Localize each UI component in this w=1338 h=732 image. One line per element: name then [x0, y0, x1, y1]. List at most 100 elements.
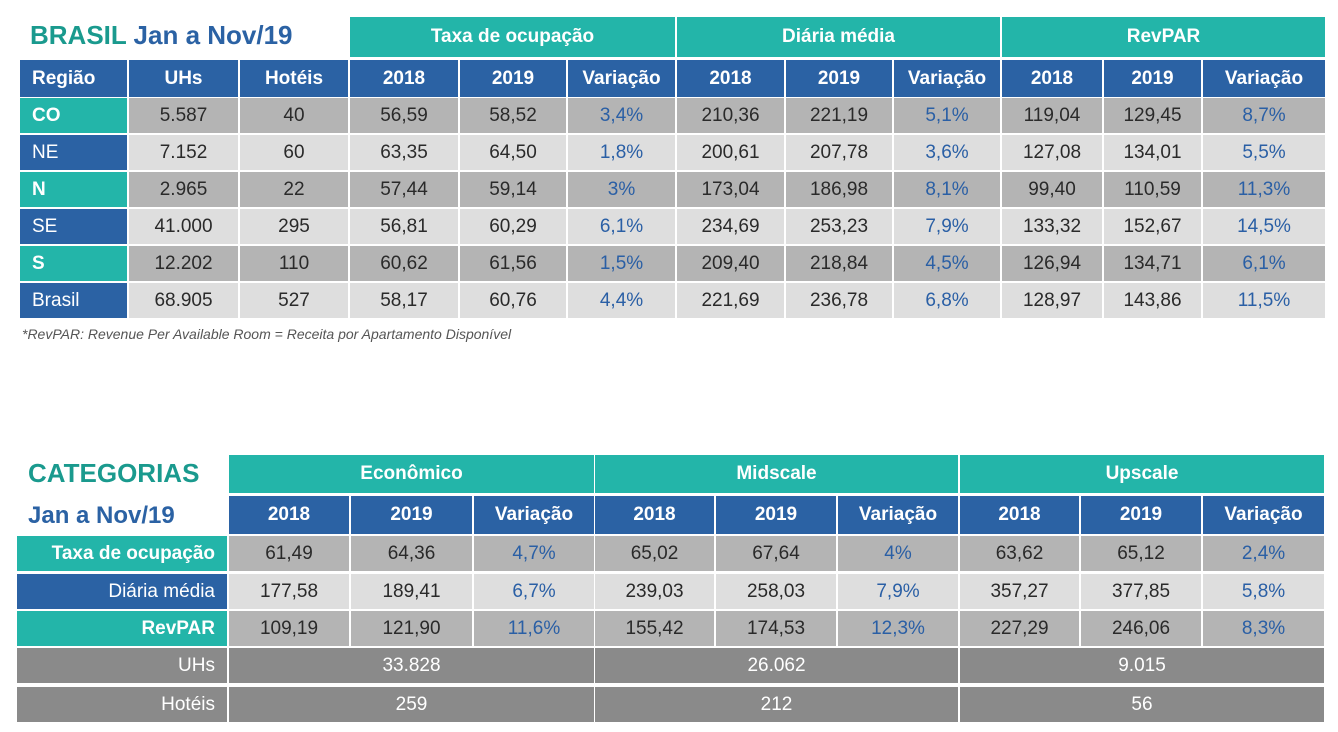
table-cell: 258,03: [716, 574, 836, 609]
table-cell: 246,06: [1081, 611, 1201, 646]
table-cell: 177,58: [229, 574, 349, 609]
table-cell: 110: [240, 246, 348, 281]
column-header: UHs: [129, 60, 238, 97]
region-label: N: [20, 172, 127, 207]
table-cell: 221,19: [786, 98, 892, 133]
table-cell: 2.965: [129, 172, 238, 207]
region-label: SE: [20, 209, 127, 244]
table-cell: 295: [240, 209, 348, 244]
table-cell: 3%: [568, 172, 675, 207]
categorias-title: CATEGORIAS: [28, 458, 200, 488]
total-cell: 259: [229, 687, 594, 722]
table-cell: 227,29: [960, 611, 1079, 646]
table-cell: 4,4%: [568, 283, 675, 318]
total-cell: 26.062: [595, 648, 958, 683]
column-header: 2019: [1081, 496, 1201, 534]
group-header: Diária média: [677, 17, 1000, 57]
column-header: 2018: [960, 496, 1079, 534]
table-cell: 8,7%: [1203, 98, 1325, 133]
table-cell: 63,62: [960, 536, 1079, 571]
table-cell: 58,17: [350, 283, 458, 318]
table-cell: 2,4%: [1203, 536, 1324, 571]
column-header: Variação: [1203, 60, 1325, 97]
table-cell: 11,3%: [1203, 172, 1325, 207]
table-cell: 6,1%: [568, 209, 675, 244]
table-cell: 377,85: [1081, 574, 1201, 609]
table-cell: 155,42: [595, 611, 714, 646]
table-cell: 7,9%: [894, 209, 1000, 244]
table-cell: 8,1%: [894, 172, 1000, 207]
table-cell: 67,64: [716, 536, 836, 571]
group-header: Midscale: [595, 455, 958, 493]
table-cell: 5,5%: [1203, 135, 1325, 170]
table-cell: 11,6%: [474, 611, 594, 646]
table-cell: 239,03: [595, 574, 714, 609]
table-cell: 119,04: [1002, 98, 1102, 133]
table-cell: 128,97: [1002, 283, 1102, 318]
table-cell: 63,35: [350, 135, 458, 170]
table-cell: 5,1%: [894, 98, 1000, 133]
table-cell: 129,45: [1104, 98, 1201, 133]
table-cell: 234,69: [677, 209, 784, 244]
column-header: Região: [20, 60, 127, 97]
column-header: 2018: [229, 496, 349, 534]
table-cell: 143,86: [1104, 283, 1201, 318]
table-cell: 41.000: [129, 209, 238, 244]
total-cell: 9.015: [960, 648, 1324, 683]
table-cell: 189,41: [351, 574, 472, 609]
table-cell: 174,53: [716, 611, 836, 646]
table-cell: 121,90: [351, 611, 472, 646]
table-cell: 152,67: [1104, 209, 1201, 244]
column-header: 2018: [1002, 60, 1102, 97]
table-cell: 3,6%: [894, 135, 1000, 170]
table-cell: 22: [240, 172, 348, 207]
table-cell: 5.587: [129, 98, 238, 133]
group-header: Taxa de ocupação: [350, 17, 675, 57]
column-header: 2019: [786, 60, 892, 97]
column-header: Variação: [894, 60, 1000, 97]
table-cell: 4,7%: [474, 536, 594, 571]
table-cell: 60,76: [460, 283, 566, 318]
table-cell: 56,81: [350, 209, 458, 244]
table-cell: 14,5%: [1203, 209, 1325, 244]
table-cell: 7,9%: [838, 574, 958, 609]
table-cell: 65,12: [1081, 536, 1201, 571]
table-cell: 134,71: [1104, 246, 1201, 281]
brasil-title-period: Jan a Nov/19: [133, 20, 293, 50]
table-cell: 110,59: [1104, 172, 1201, 207]
table-cell: 253,23: [786, 209, 892, 244]
column-header: 2018: [350, 60, 458, 97]
table-cell: 40: [240, 98, 348, 133]
row-label: RevPAR: [17, 611, 227, 646]
revpar-footnote: *RevPAR: Revenue Per Available Room = Re…: [22, 326, 512, 342]
table-cell: 99,40: [1002, 172, 1102, 207]
table-cell: 186,98: [786, 172, 892, 207]
total-cell: 33.828: [229, 648, 594, 683]
table-cell: 60: [240, 135, 348, 170]
table-cell: 61,49: [229, 536, 349, 571]
row-label: Taxa de ocupação: [17, 536, 227, 571]
table-cell: 68.905: [129, 283, 238, 318]
categorias-period: Jan a Nov/19: [28, 502, 175, 529]
table-cell: 61,56: [460, 246, 566, 281]
table-cell: 6,7%: [474, 574, 594, 609]
table-cell: 134,01: [1104, 135, 1201, 170]
table-cell: 64,36: [351, 536, 472, 571]
brasil-title-main: BRASIL: [30, 20, 127, 50]
table-cell: 4,5%: [894, 246, 1000, 281]
total-cell: 212: [595, 687, 958, 722]
region-label: CO: [20, 98, 127, 133]
table-cell: 210,36: [677, 98, 784, 133]
table-cell: 5,8%: [1203, 574, 1324, 609]
region-label: Brasil: [20, 283, 127, 318]
table-cell: 4%: [838, 536, 958, 571]
table-cell: 173,04: [677, 172, 784, 207]
table-cell: 109,19: [229, 611, 349, 646]
table-cell: 57,44: [350, 172, 458, 207]
region-label: S: [20, 246, 127, 281]
table-cell: 3,4%: [568, 98, 675, 133]
table-cell: 1,5%: [568, 246, 675, 281]
column-header: Hotéis: [240, 60, 348, 97]
column-header: 2019: [351, 496, 472, 534]
total-cell: 56: [960, 687, 1324, 722]
